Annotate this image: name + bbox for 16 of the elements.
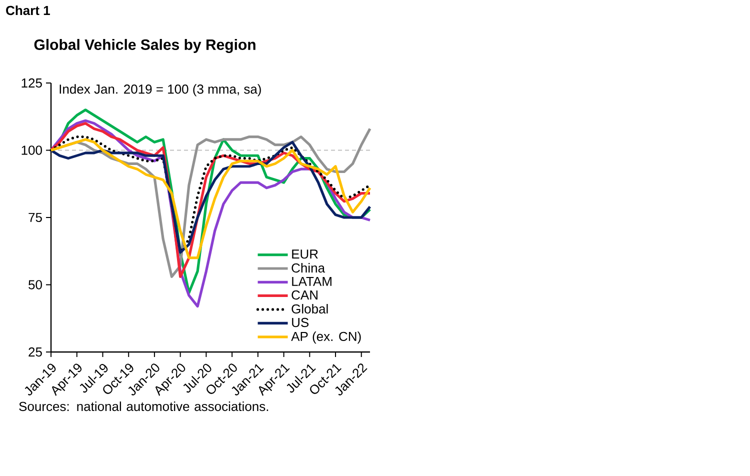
legend-label: US bbox=[292, 318, 309, 328]
y-tick-label: 50 bbox=[28, 280, 42, 290]
legend-label: EUR bbox=[292, 250, 318, 259]
legend-label: AP (ex. CN) bbox=[291, 331, 361, 344]
source-note: Sources: national automotive associations. bbox=[19, 402, 268, 412]
legend-label: CAN bbox=[292, 290, 318, 300]
legend-label: Global bbox=[292, 304, 328, 314]
caption: Chart 1 bbox=[6, 6, 50, 16]
legend-label: China bbox=[292, 263, 326, 273]
y-tick-label: 125 bbox=[22, 78, 42, 88]
y-tick-label: 100 bbox=[22, 146, 42, 155]
y-tick-label: 75 bbox=[28, 212, 42, 222]
y-axis-title: Index Jan. 2019 = 100 (3 mma, sa) bbox=[60, 84, 261, 96]
legend-label: LATAM bbox=[292, 276, 332, 286]
y-tick-label: 25 bbox=[28, 347, 42, 357]
chart-title: Global Vehicle Sales by Region bbox=[34, 38, 256, 54]
